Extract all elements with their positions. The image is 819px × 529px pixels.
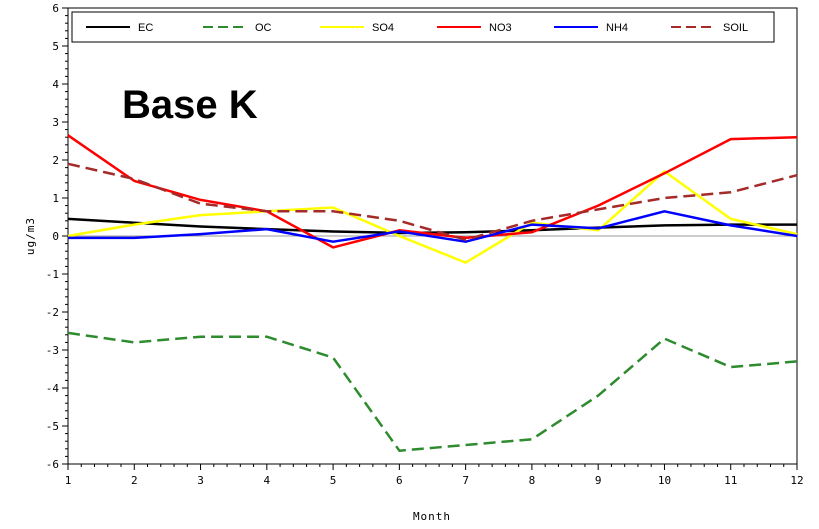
y-tick-label: 1 [52, 192, 59, 205]
y-axis-title: ug/m3 [24, 217, 37, 255]
legend-label-ec: EC [138, 22, 153, 34]
legend-box [71, 11, 775, 43]
x-tick-label: 4 [264, 474, 271, 487]
series-line-so4 [67, 170, 798, 264]
x-tick-label: 3 [197, 474, 204, 487]
series-lines [67, 134, 798, 452]
chart-annotation: Base K [122, 83, 258, 127]
series-line-soil [67, 162, 798, 242]
series-line-oc [67, 331, 798, 452]
y-axis: -6 -5 -4 -3 -2 -1 0 1 2 3 4 5 6 [46, 2, 68, 471]
x-tick-label: 11 [724, 474, 737, 487]
y-tick-label: -6 [46, 458, 59, 471]
x-tick-label: 1 [65, 474, 72, 487]
series-line-nh4 [68, 210, 798, 243]
y-tick-label: 0 [52, 230, 59, 243]
y-tick-label: -3 [46, 344, 59, 357]
legend-label-nh4: NH4 [606, 22, 628, 34]
x-tick-label: 5 [330, 474, 337, 487]
x-tick-label: 12 [790, 474, 803, 487]
legend-label-oc: OC [255, 22, 272, 34]
y-tick-label: -4 [46, 382, 60, 395]
x-tick-label: 2 [131, 474, 138, 487]
x-tick-label: 6 [396, 474, 403, 487]
y-tick-label: 3 [52, 116, 59, 129]
x-tick-label: 8 [529, 474, 536, 487]
x-axis: 1 2 3 4 5 6 7 8 9 10 11 12 [65, 464, 804, 487]
x-tick-label: 9 [595, 474, 602, 487]
y-tick-label: 6 [52, 2, 59, 15]
legend-label-so4: SO4 [372, 22, 394, 34]
y-tick-label: 4 [52, 78, 59, 91]
legend-label-soil: SOIL [723, 22, 748, 34]
x-tick-label: 10 [658, 474, 671, 487]
legend-label-no3: NO3 [489, 22, 512, 34]
x-tick-label: 7 [462, 474, 469, 487]
y-tick-label: 2 [52, 154, 59, 167]
series-line-ec [67, 217, 797, 235]
x-axis-title: Month [413, 510, 451, 523]
series-line-no3 [67, 134, 798, 249]
y-tick-label: -1 [46, 268, 59, 281]
legend: EC OC SO4 NO3 NH4 SOIL [86, 22, 748, 34]
y-tick-label: -2 [46, 306, 59, 319]
y-tick-label: 5 [52, 40, 59, 53]
y-tick-label: -5 [46, 420, 59, 433]
